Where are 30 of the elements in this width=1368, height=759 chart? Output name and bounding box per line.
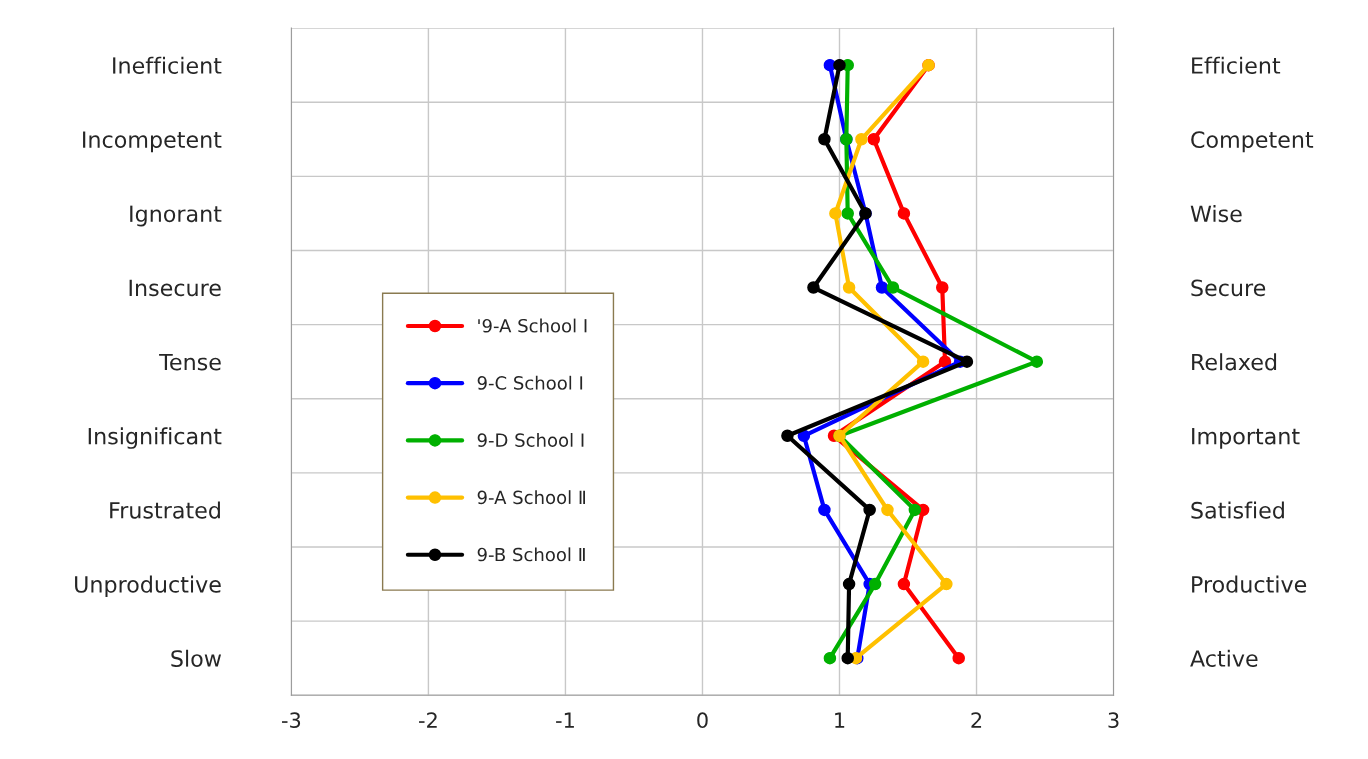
- x-tick-label: -1: [556, 712, 574, 728]
- x-tick-label: 0: [697, 712, 708, 729]
- y-tick-label: Slow: [171, 649, 222, 667]
- y-tick-label: Incompetent: [83, 131, 222, 153]
- y-tick-label: Tense: [159, 353, 221, 371]
- x-tick-label: -3: [282, 712, 301, 729]
- x-tick-label: 2: [971, 712, 982, 728]
- y2-tick-label: Wise: [1190, 204, 1242, 223]
- y2-tick-label: Efficient: [1192, 56, 1281, 74]
- legend-label: 9-A School Ⅱ: [477, 490, 585, 505]
- y-tick-label: Frustrated: [110, 501, 220, 519]
- legend-label: 9-D School Ⅰ: [477, 432, 584, 447]
- y-tick-label: Unproductive: [75, 575, 221, 598]
- y2-tick-label: Satisfied: [1191, 501, 1284, 519]
- y2-tick-label: Competent: [1191, 131, 1314, 153]
- legend-label: '9-A School Ⅰ: [478, 318, 587, 333]
- y2-tick-label: Secure: [1191, 279, 1266, 297]
- x-tick-label: -2: [419, 712, 437, 728]
- y-tick-label: Insignificant: [88, 427, 222, 449]
- y2-tick-label: Relaxed: [1192, 353, 1277, 371]
- x-tick-label: 1: [835, 712, 845, 728]
- x-tick-label: 3: [1108, 712, 1119, 729]
- y-tick-label: Ignorant: [130, 205, 222, 227]
- y-tick-label: Insecure: [129, 279, 221, 297]
- y2-tick-label: Productive: [1192, 575, 1307, 593]
- legend-label: 9-B School Ⅱ: [477, 547, 585, 562]
- y2-tick-label: Important: [1192, 428, 1300, 449]
- y2-tick-label: Active: [1190, 649, 1258, 667]
- y-tick-label: Inefficient: [113, 56, 222, 74]
- legend-label: 9-C School Ⅰ: [477, 375, 583, 390]
